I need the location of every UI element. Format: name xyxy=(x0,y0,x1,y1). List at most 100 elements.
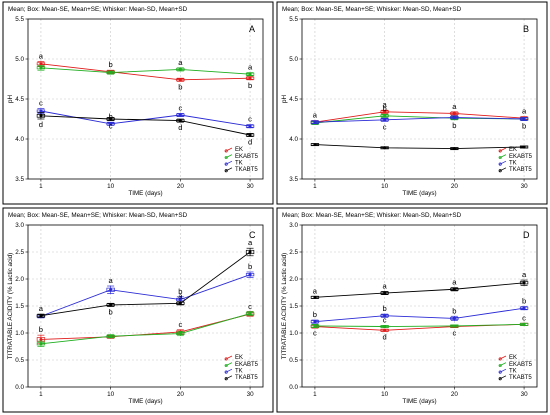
data-point xyxy=(178,67,182,71)
legend-label: EKABT5 xyxy=(235,154,259,160)
series-line xyxy=(40,274,251,317)
x-tick-label: 1 xyxy=(39,391,43,398)
series-ekabt5: cc xyxy=(310,315,529,338)
panel-letter: B xyxy=(523,24,529,34)
legend-swatch xyxy=(498,355,507,360)
data-point xyxy=(178,113,182,117)
y-tick-label: 2.5 xyxy=(15,249,24,256)
data-point xyxy=(248,133,252,137)
y-axis-title: TITRATABLE ACIDITY (% Lactic acid) xyxy=(281,253,288,359)
legend-label: TK xyxy=(509,160,517,166)
legend-marker xyxy=(224,149,228,153)
x-tick-label: 1 xyxy=(313,183,317,190)
data-point xyxy=(452,287,456,291)
legend-swatch xyxy=(224,362,233,367)
legend-item-ekabt5: EKABT5 xyxy=(224,362,259,368)
panel-letter: D xyxy=(523,230,530,240)
y-tick-label: 0.0 xyxy=(15,384,24,391)
significance-letter: a xyxy=(313,286,318,295)
data-point xyxy=(522,117,526,121)
significance-letter: b xyxy=(109,60,113,69)
series-tk: abb xyxy=(36,262,255,319)
x-axis-title: TIME (days) xyxy=(128,190,162,197)
legend-item-tkabt5: TKABT5 xyxy=(498,167,532,173)
chart-panel-d: Mean; Box: Mean-SE, Mean+SE; Whisker: Me… xyxy=(276,207,548,413)
y-tick-label: 5.5 xyxy=(289,16,298,23)
legend-marker xyxy=(498,169,502,173)
legend-item-ekabt5: EKABT5 xyxy=(498,362,533,368)
data-point xyxy=(383,291,387,295)
x-axis-title: TIME (days) xyxy=(402,190,436,197)
legend-label: TKABT5 xyxy=(509,375,532,381)
legend-label: TKABT5 xyxy=(235,375,258,381)
series-tk: b b b b xyxy=(310,297,529,324)
plot-area xyxy=(27,224,264,388)
significance-letter: a xyxy=(522,107,527,116)
x-axis-title: TIME (days) xyxy=(128,398,162,405)
significance-letter: b xyxy=(248,81,252,90)
chart-panel-a: Mean; Box: Mean-SE, Mean+SE; Whisker: Me… xyxy=(2,1,274,205)
legend-swatch xyxy=(224,355,233,360)
legend-label: EK xyxy=(509,147,517,153)
x-tick-label: 20 xyxy=(177,183,185,190)
x-tick-label: 20 xyxy=(177,391,185,398)
legend-swatch xyxy=(224,375,233,380)
series-tkabt5 xyxy=(310,143,529,151)
significance-letter: a xyxy=(248,63,253,72)
data-point xyxy=(313,295,317,299)
data-point xyxy=(383,118,387,122)
data-point xyxy=(248,273,252,277)
significance-letter: b xyxy=(452,121,456,130)
legend-label: TK xyxy=(235,160,243,166)
series-line xyxy=(40,313,251,345)
significance-letter: a xyxy=(109,276,114,285)
y-tick-label: 5.0 xyxy=(15,56,24,63)
data-point xyxy=(383,328,387,332)
x-tick-label: 30 xyxy=(247,183,255,190)
legend-label: EKABT5 xyxy=(509,362,533,368)
legend-label: TK xyxy=(235,368,243,374)
legend-item-tk: TK xyxy=(224,368,243,374)
legend-item-tk: TK xyxy=(224,160,243,166)
legend-marker xyxy=(498,162,502,166)
x-tick-label: 1 xyxy=(39,183,43,190)
legend-item-ekabt5: EKABT5 xyxy=(224,154,259,160)
legend-swatch xyxy=(498,154,507,159)
legend-marker xyxy=(224,169,228,173)
data-point xyxy=(39,109,43,113)
y-axis-title: TITRATABLE ACIDITY (% Lactic acid) xyxy=(7,253,14,359)
data-point xyxy=(313,324,317,328)
significance-letter: d xyxy=(178,123,182,132)
significance-letter: c xyxy=(313,329,317,338)
se-box xyxy=(245,249,255,255)
series-tk: c xyxy=(310,115,529,131)
x-tick-label: 10 xyxy=(107,183,115,190)
legend-item-ekabt5: EKABT5 xyxy=(498,154,533,160)
legend-swatch xyxy=(224,368,233,374)
legend-swatch xyxy=(224,147,233,152)
significance-letter: b xyxy=(248,262,252,271)
legend-marker xyxy=(498,363,502,368)
data-point xyxy=(522,322,526,326)
significance-letter: b xyxy=(383,104,387,113)
series-line xyxy=(314,144,525,150)
data-point xyxy=(452,111,456,115)
panel-border xyxy=(2,1,274,205)
significance-letter: a xyxy=(313,111,318,120)
plot-area xyxy=(301,224,538,388)
legend-swatch xyxy=(498,362,507,367)
series-tkabt5: a baa xyxy=(36,238,255,318)
plot-area xyxy=(301,18,538,180)
data-point xyxy=(178,332,182,336)
significance-letter: a xyxy=(39,51,44,60)
legend-item-ek: EK xyxy=(224,355,243,361)
series-line xyxy=(314,116,525,123)
y-tick-label: 4.0 xyxy=(15,136,24,143)
plot-area xyxy=(27,18,264,180)
chart-panel-b: Mean; Box: Mean-SE, Mean+SE; Whisker: Me… xyxy=(276,1,548,205)
series-ekabt5 xyxy=(36,311,255,347)
significance-letter: d xyxy=(39,120,43,129)
significance-letter: a xyxy=(452,102,457,111)
